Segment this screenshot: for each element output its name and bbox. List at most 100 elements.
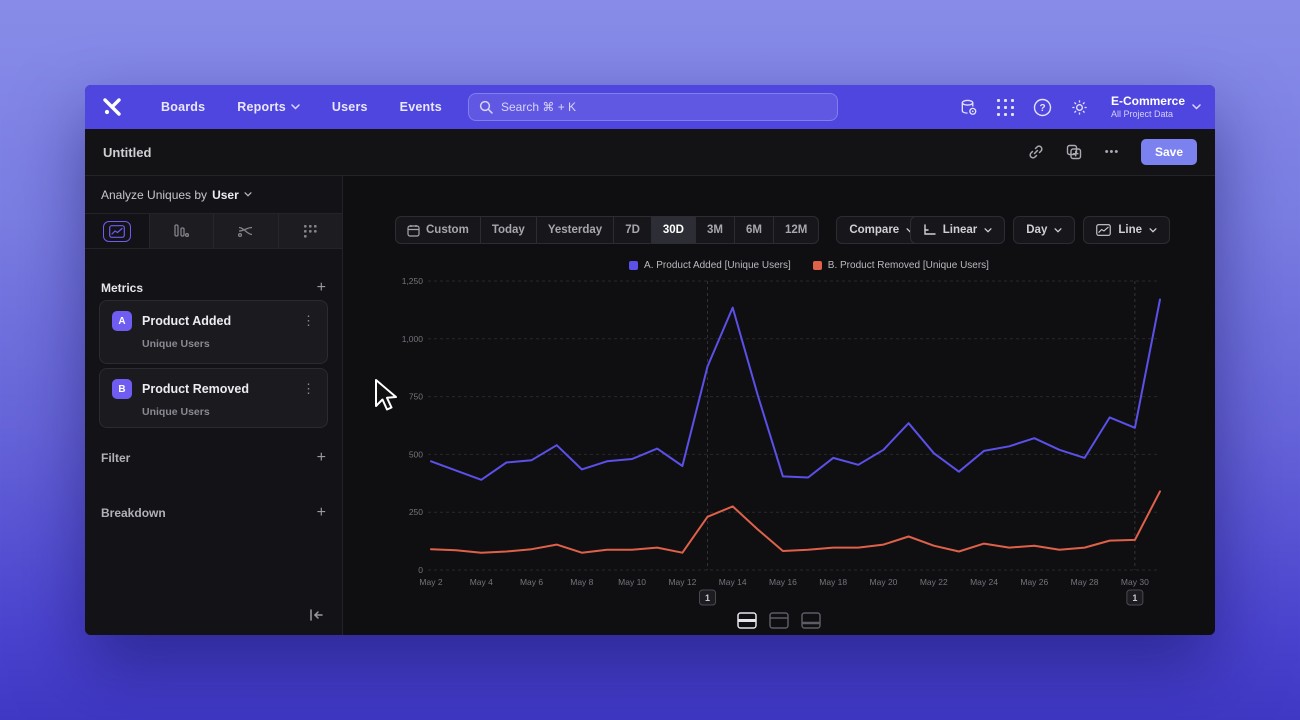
top-nav: Boards Reports Users Events Search ⌘ + K bbox=[85, 85, 1215, 129]
range-button-6m[interactable]: 6M bbox=[733, 216, 774, 244]
scale-dropdown[interactable]: Linear bbox=[909, 216, 1006, 244]
add-metric-button[interactable]: + bbox=[316, 279, 326, 296]
chevron-down-icon bbox=[244, 192, 252, 197]
help-icon[interactable]: ? bbox=[1033, 97, 1053, 117]
metric-badge-a: A bbox=[112, 311, 132, 331]
svg-text:1,000: 1,000 bbox=[402, 334, 424, 344]
nav-item-boards[interactable]: Boards bbox=[161, 100, 206, 114]
collapse-sidebar-icon[interactable] bbox=[306, 605, 326, 625]
project-selector[interactable]: E-Commerce All Project Data bbox=[1111, 94, 1201, 120]
legend-item-a[interactable]: A. Product Added [Unique Users] bbox=[629, 260, 791, 271]
range-button-30d[interactable]: 30D bbox=[650, 216, 696, 244]
search-input[interactable]: Search ⌘ + K bbox=[468, 93, 838, 121]
data-management-icon[interactable] bbox=[959, 97, 979, 117]
save-button[interactable]: Save bbox=[1140, 139, 1197, 165]
axis-icon bbox=[924, 224, 936, 235]
metric-card-product-added[interactable]: A Product Added ⋮ Unique Users bbox=[99, 300, 328, 364]
range-button-today[interactable]: Today bbox=[479, 216, 537, 244]
line-chart-icon bbox=[1096, 224, 1112, 236]
range-button-12m[interactable]: 12M bbox=[772, 216, 820, 244]
app-window: Boards Reports Users Events Search ⌘ + K bbox=[85, 85, 1215, 635]
svg-text:?: ? bbox=[1040, 103, 1046, 114]
chevron-down-icon bbox=[984, 227, 992, 233]
metric-kebab-icon[interactable]: ⋮ bbox=[302, 313, 315, 328]
flow-chart-icon bbox=[238, 226, 253, 238]
chart-type-dropdown[interactable]: Line bbox=[1083, 216, 1170, 244]
svg-text:May 26: May 26 bbox=[1020, 577, 1048, 587]
analyze-value-dropdown[interactable]: User bbox=[212, 187, 239, 202]
svg-text:May 6: May 6 bbox=[520, 577, 543, 587]
chevron-down-icon bbox=[1054, 227, 1062, 233]
bar-chart-icon bbox=[174, 223, 190, 237]
range-button-custom[interactable]: Custom bbox=[395, 216, 481, 244]
tab-flow-chart[interactable] bbox=[214, 214, 279, 248]
nav-menu: Boards Reports Users Events bbox=[161, 100, 442, 114]
nav-item-reports[interactable]: Reports bbox=[237, 100, 300, 114]
chevron-down-icon bbox=[1149, 227, 1157, 233]
timeseries-line-chart[interactable]: 0 250 500 750 1,000 1,250 1 1 May 2 May 4 May 6 May… bbox=[400, 276, 1170, 608]
metric-subtitle[interactable]: Unique Users bbox=[142, 406, 210, 418]
date-range-controls: Custom Today Yesterday 7D 30D 3M 6M 12M … bbox=[395, 216, 928, 244]
legend-item-b[interactable]: B. Product Removed [Unique Users] bbox=[812, 260, 989, 271]
nav-item-events[interactable]: Events bbox=[399, 100, 442, 114]
legend-swatch-a bbox=[629, 261, 639, 270]
chart-option-controls: Linear Day Line bbox=[909, 216, 1170, 244]
svg-text:May 8: May 8 bbox=[570, 577, 593, 587]
metric-subtitle[interactable]: Unique Users bbox=[142, 338, 210, 350]
svg-text:500: 500 bbox=[409, 449, 423, 459]
svg-text:May 20: May 20 bbox=[870, 577, 898, 587]
nav-right-cluster: ? E-Commerce All Project Data bbox=[959, 85, 1201, 129]
legend-label-a: A. Product Added [Unique Users] bbox=[644, 260, 791, 271]
more-options-icon[interactable]: ••• bbox=[1104, 146, 1120, 158]
interval-dropdown[interactable]: Day bbox=[1013, 216, 1076, 244]
svg-text:0: 0 bbox=[418, 565, 423, 575]
svg-text:250: 250 bbox=[409, 507, 423, 517]
metric-name: Product Added bbox=[142, 314, 232, 328]
svg-text:May 14: May 14 bbox=[719, 577, 747, 587]
metrics-label: Metrics bbox=[101, 281, 144, 295]
breakdown-section-header: Breakdown + bbox=[85, 501, 342, 525]
project-scope: All Project Data bbox=[1110, 109, 1173, 120]
chevron-down-icon bbox=[291, 104, 300, 110]
dots-grid-icon bbox=[303, 224, 317, 238]
svg-text:750: 750 bbox=[409, 392, 423, 402]
svg-text:May 28: May 28 bbox=[1071, 577, 1099, 587]
metric-badge-b: B bbox=[112, 379, 132, 399]
layout-toggle-bar bbox=[343, 605, 1215, 635]
search-placeholder: Search ⌘ + K bbox=[501, 100, 577, 114]
query-sidebar: Analyze Uniques by User bbox=[85, 176, 343, 635]
svg-text:May 2: May 2 bbox=[419, 577, 442, 587]
layout-table-only-icon[interactable] bbox=[798, 609, 824, 631]
tab-metric-grid[interactable] bbox=[279, 214, 343, 248]
layout-chart-only-icon[interactable] bbox=[766, 609, 792, 631]
analyze-prefix-label: Analyze Uniques by bbox=[101, 187, 208, 202]
chart-legend: A. Product Added [Unique Users] B. Produ… bbox=[343, 260, 1215, 271]
filter-label: Filter bbox=[101, 451, 131, 465]
range-button-yesterday[interactable]: Yesterday bbox=[535, 216, 615, 244]
breakdown-label: Breakdown bbox=[101, 506, 166, 520]
chevron-down-icon bbox=[1192, 104, 1201, 110]
mixpanel-logo-icon[interactable] bbox=[101, 95, 125, 119]
metric-card-product-removed[interactable]: B Product Removed ⋮ Unique Users bbox=[99, 368, 328, 428]
tab-bar-chart[interactable] bbox=[150, 214, 214, 248]
layout-split-icon[interactable] bbox=[734, 609, 760, 631]
add-breakdown-button[interactable]: + bbox=[316, 504, 326, 521]
svg-text:May 4: May 4 bbox=[470, 577, 493, 587]
svg-text:May 10: May 10 bbox=[618, 577, 646, 587]
svg-text:May 12: May 12 bbox=[668, 577, 696, 587]
duplicate-icon[interactable] bbox=[1065, 143, 1083, 161]
tab-line-chart[interactable] bbox=[85, 214, 150, 248]
copy-link-icon[interactable] bbox=[1027, 143, 1045, 161]
apps-grid-icon[interactable] bbox=[996, 97, 1016, 117]
metric-kebab-icon[interactable]: ⋮ bbox=[302, 381, 315, 396]
nav-item-users[interactable]: Users bbox=[331, 100, 368, 114]
settings-gear-icon[interactable] bbox=[1070, 97, 1090, 117]
metric-name: Product Removed bbox=[142, 382, 249, 396]
add-filter-button[interactable]: + bbox=[316, 449, 326, 466]
range-button-7d[interactable]: 7D bbox=[613, 216, 652, 244]
report-title[interactable]: Untitled bbox=[103, 144, 152, 160]
line-chart-icon bbox=[108, 224, 125, 238]
legend-swatch-b bbox=[812, 261, 822, 270]
metrics-section-header: Metrics + bbox=[85, 276, 342, 300]
range-button-3m[interactable]: 3M bbox=[695, 216, 735, 244]
